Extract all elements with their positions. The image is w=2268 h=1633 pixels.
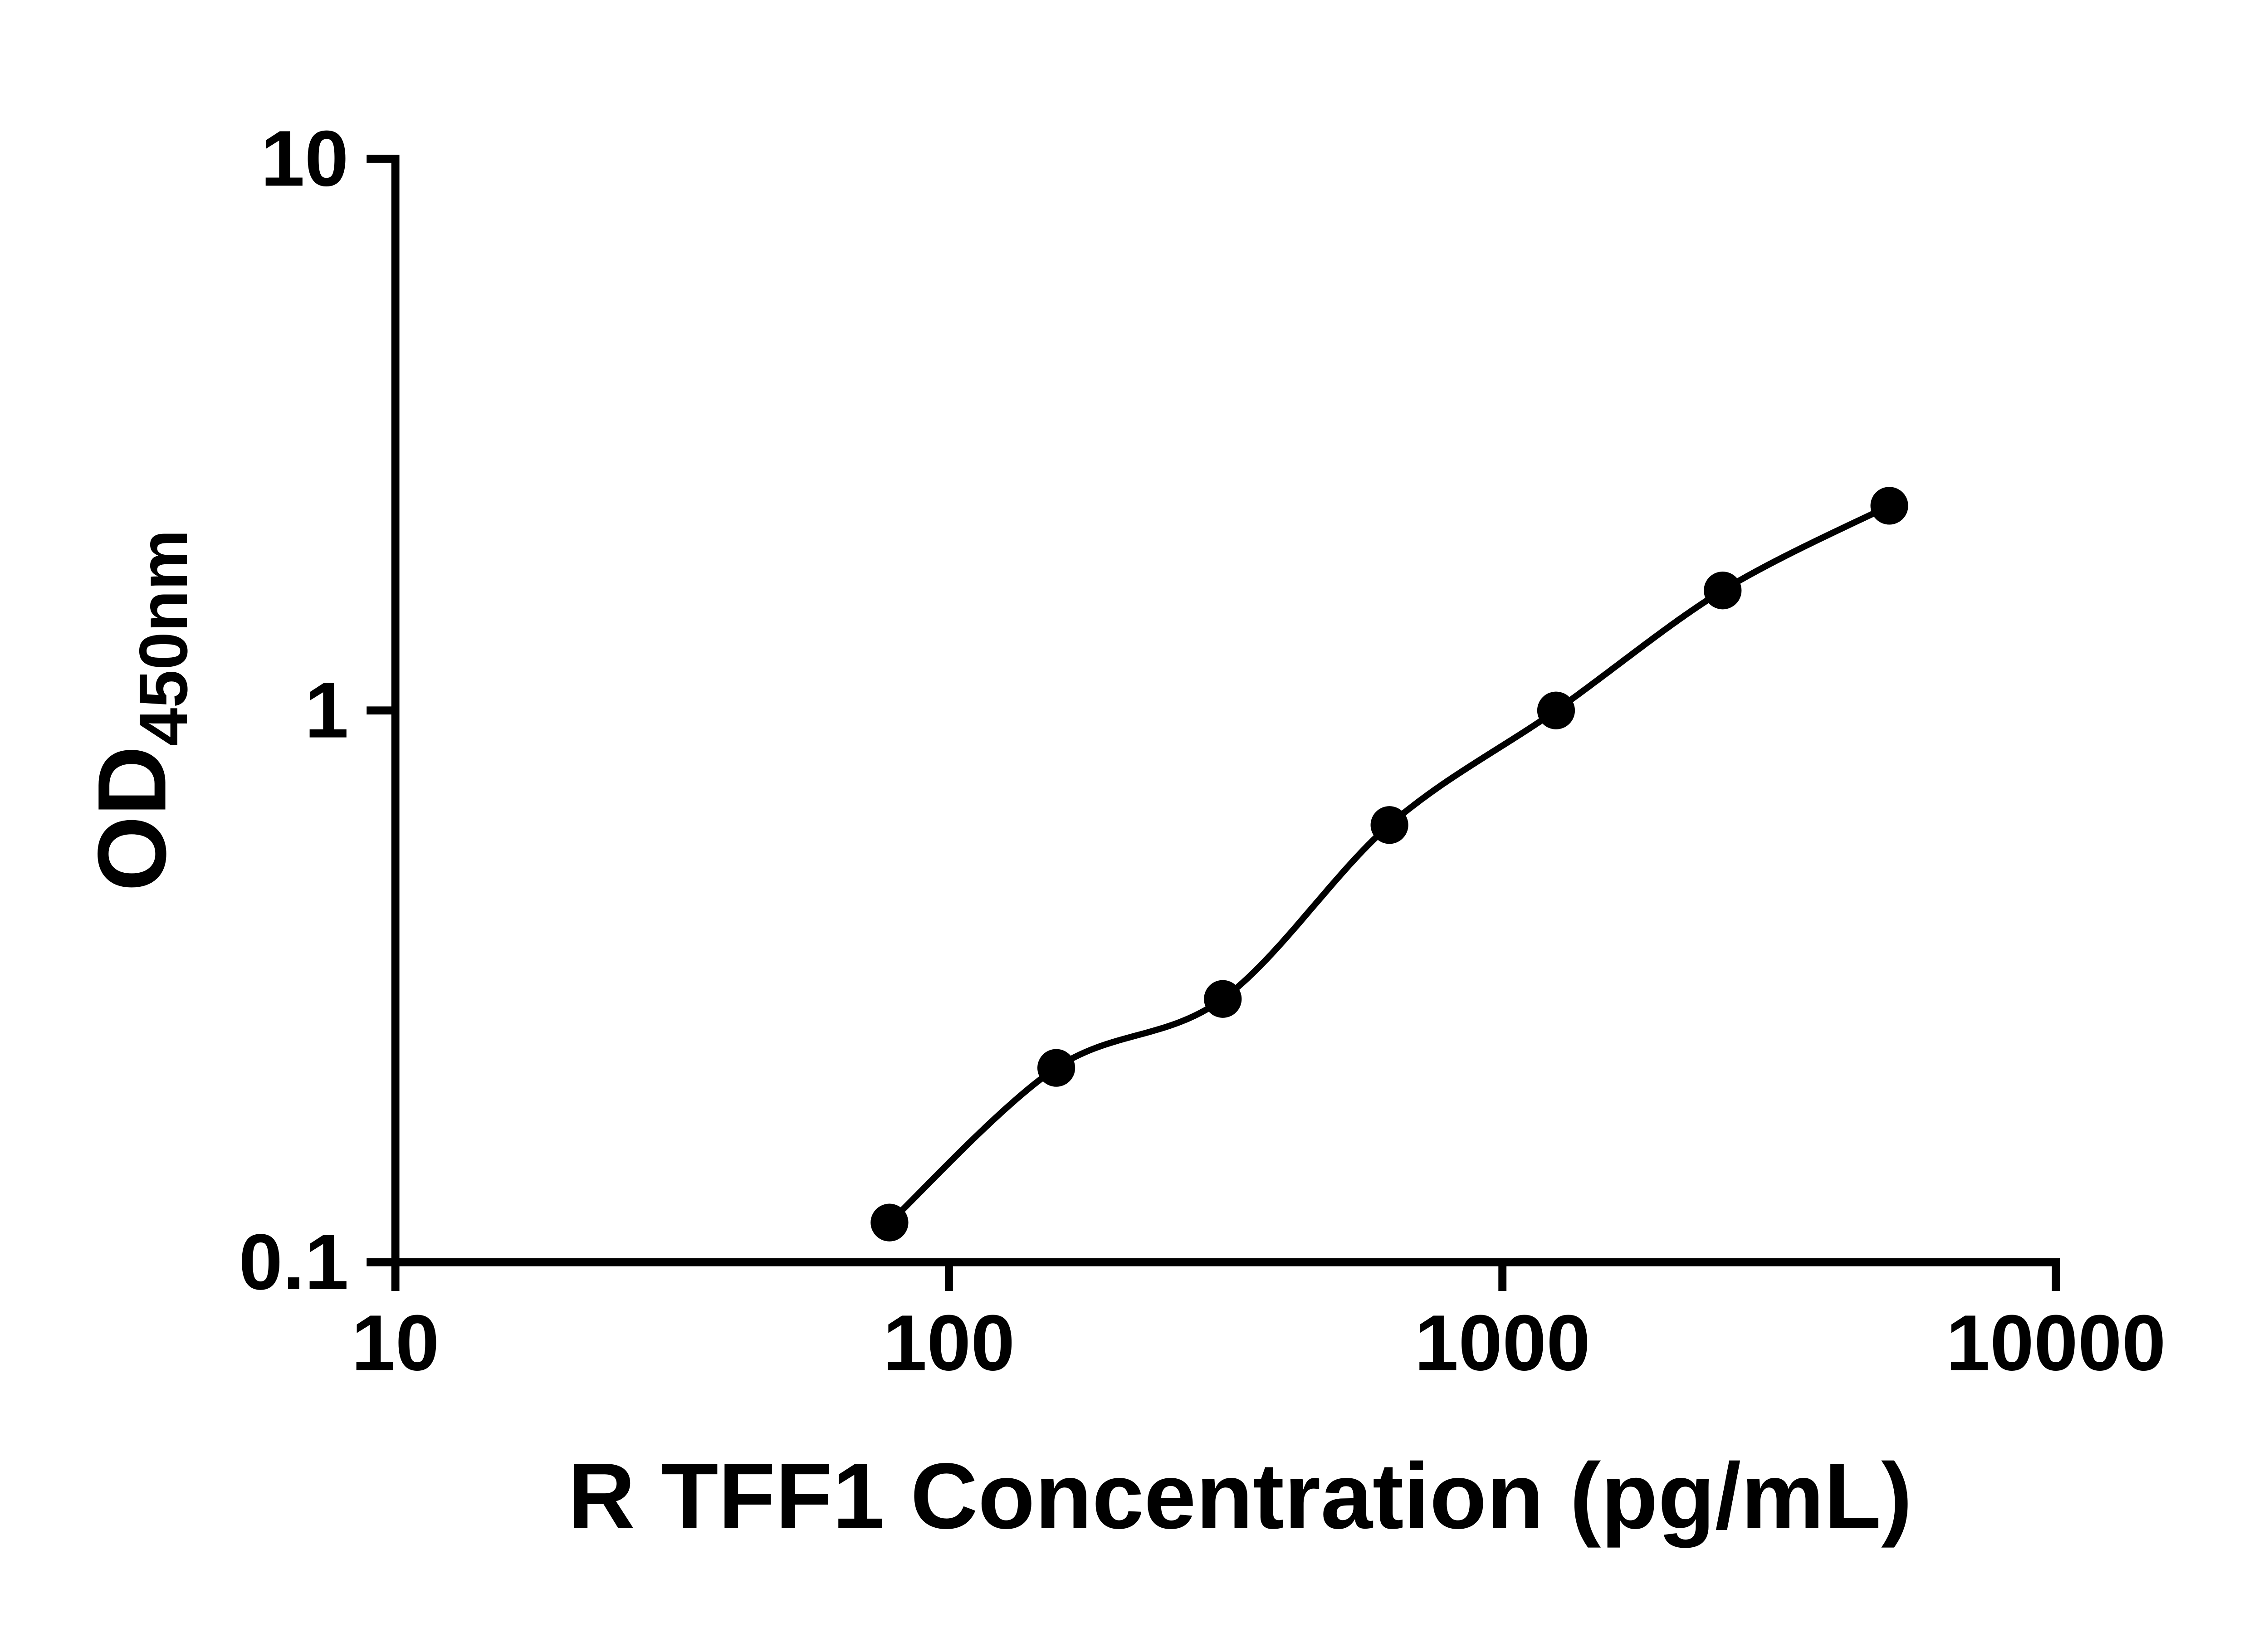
- data-points: [870, 487, 1908, 1242]
- data-point: [870, 1203, 909, 1242]
- y-tick-label: 10: [261, 114, 349, 202]
- x-tick-label: 100: [883, 1298, 1015, 1387]
- x-tick-label: 10: [352, 1298, 440, 1387]
- y-axis-title-main: OD: [78, 746, 186, 891]
- x-tick-label: 10000: [1946, 1298, 2166, 1387]
- y-tick-label: 0.1: [239, 1217, 348, 1306]
- axis-ticks: [367, 155, 2060, 1291]
- y-axis-title-subscript: 450nm: [125, 529, 201, 746]
- y-tick-label: 1: [305, 666, 349, 754]
- data-point: [1704, 572, 1742, 610]
- data-point: [1370, 806, 1408, 844]
- y-axis-title: OD450nm: [78, 529, 202, 891]
- fit-curve-line: [887, 503, 1891, 1225]
- data-point: [1537, 691, 1575, 729]
- fit-curve: [887, 503, 1891, 1225]
- axis-tick-labels: 10 100 1000 10000 0.1 1 10: [239, 114, 2166, 1387]
- axes: [391, 155, 2060, 1266]
- data-point: [1037, 1049, 1075, 1087]
- x-tick-label: 1000: [1414, 1298, 1590, 1387]
- data-point: [1204, 980, 1242, 1018]
- data-point: [1870, 487, 1908, 525]
- x-axis-title: R TFF1 Concentration (pg/mL): [568, 1443, 1912, 1548]
